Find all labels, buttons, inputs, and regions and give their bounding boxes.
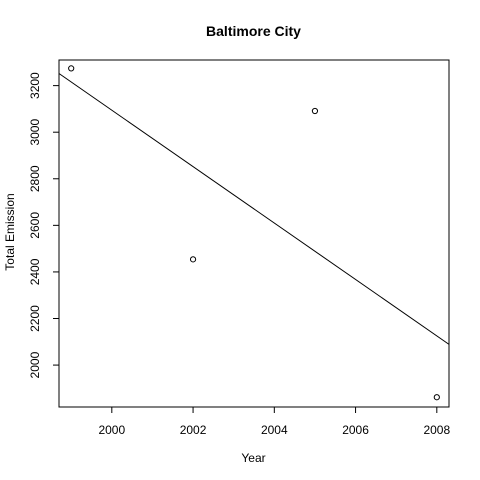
data-point <box>68 65 75 72</box>
y-tick-label: 3200 <box>28 72 42 99</box>
chart-title: Baltimore City <box>206 23 301 39</box>
y-tick-label: 2600 <box>28 212 42 239</box>
y-axis: 2000 2200 2400 2600 2800 3000 3200 <box>28 72 59 378</box>
data-point <box>189 256 197 263</box>
y-tick-label: 2200 <box>28 305 42 332</box>
x-tick-label: 2002 <box>180 423 207 437</box>
y-tick-label: 2800 <box>28 165 42 192</box>
x-tick-label: 2004 <box>261 423 288 437</box>
x-tick-label: 2000 <box>98 423 125 437</box>
data-point <box>433 394 440 401</box>
trend-line <box>58 73 450 345</box>
y-tick-label: 2400 <box>28 258 42 285</box>
y-tick-label: 3000 <box>28 119 42 146</box>
x-tick-label: 2006 <box>342 423 369 437</box>
x-axis-label: Year <box>241 451 265 465</box>
plot-border <box>58 59 450 408</box>
y-axis-label: Total Emission <box>3 193 17 270</box>
x-axis: 2000 2002 2004 2006 2008 <box>98 407 450 437</box>
data-point <box>311 107 319 115</box>
x-tick-label: 2008 <box>423 423 450 437</box>
y-tick-label: 2000 <box>28 351 42 378</box>
data-points <box>68 65 440 401</box>
